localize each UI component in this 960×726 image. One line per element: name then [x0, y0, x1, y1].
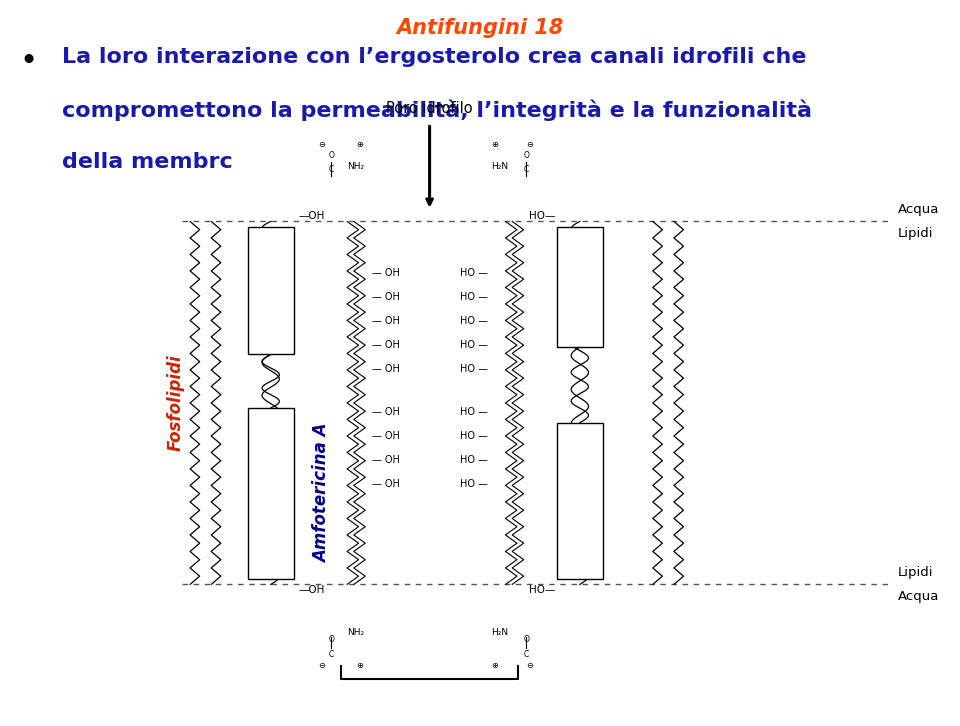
- Text: Acqua: Acqua: [898, 203, 939, 216]
- Text: ⊕: ⊕: [356, 140, 364, 149]
- Text: HO—: HO—: [529, 584, 555, 595]
- Text: ⊕: ⊕: [356, 661, 364, 669]
- Text: HO —: HO —: [460, 407, 488, 417]
- Text: Poro idrofilo: Poro idrofilo: [386, 101, 473, 116]
- Text: HO —: HO —: [460, 268, 488, 278]
- Text: Steroli: Steroli: [262, 274, 279, 336]
- Text: NH₂: NH₂: [347, 162, 364, 171]
- Bar: [557, 423, 603, 579]
- Text: — OH: — OH: [372, 292, 399, 302]
- Text: — OH: — OH: [372, 455, 399, 465]
- Text: NH₂: NH₂: [347, 628, 364, 637]
- Text: Acqua: Acqua: [898, 590, 939, 603]
- Text: H₂N: H₂N: [491, 628, 508, 637]
- Text: Antifungini 18: Antifungini 18: [396, 18, 564, 38]
- Text: compromettono la permeabilità, l’integrità e la funzionalità: compromettono la permeabilità, l’integri…: [62, 99, 812, 121]
- Text: HO —: HO —: [460, 364, 488, 374]
- Bar: [248, 408, 294, 579]
- Text: — OH: — OH: [372, 431, 399, 441]
- Text: della membrc: della membrc: [62, 152, 233, 172]
- Text: ⊕: ⊕: [491, 661, 498, 669]
- Text: — OH: — OH: [372, 407, 399, 417]
- Text: —OH: —OH: [299, 584, 324, 595]
- Text: HO—: HO—: [529, 211, 555, 221]
- Text: — OH: — OH: [372, 316, 399, 326]
- Bar: [248, 227, 294, 354]
- Text: HO —: HO —: [460, 455, 488, 465]
- Text: C: C: [328, 166, 334, 174]
- Text: O: O: [523, 151, 529, 160]
- Text: ⊖: ⊖: [318, 140, 325, 149]
- Text: •: •: [19, 47, 37, 76]
- Text: HO —: HO —: [460, 431, 488, 441]
- Text: O: O: [328, 151, 334, 160]
- Text: C: C: [523, 650, 529, 658]
- Text: HO —: HO —: [460, 292, 488, 302]
- Text: Lipidi: Lipidi: [898, 566, 933, 579]
- Text: C: C: [328, 650, 334, 658]
- Text: Amfotericina A: Amfotericina A: [313, 424, 330, 563]
- Text: —OH: —OH: [299, 211, 324, 221]
- Text: — OH: — OH: [372, 340, 399, 350]
- Text: ⊖: ⊖: [526, 661, 534, 669]
- Text: — OH: — OH: [372, 479, 399, 489]
- Text: — OH: — OH: [372, 268, 399, 278]
- Text: HO —: HO —: [460, 316, 488, 326]
- Text: O: O: [328, 635, 334, 644]
- Text: Fosfolipidi: Fosfolipidi: [167, 354, 184, 452]
- Text: Lipidi: Lipidi: [898, 227, 933, 240]
- Text: HO —: HO —: [460, 340, 488, 350]
- Text: H₂N: H₂N: [491, 162, 508, 171]
- Text: La loro interazione con l’ergosterolo crea canali idrofili che: La loro interazione con l’ergosterolo cr…: [62, 47, 807, 68]
- Bar: [557, 227, 603, 347]
- Text: ⊕: ⊕: [491, 140, 498, 149]
- Text: ⊖: ⊖: [318, 661, 325, 669]
- Text: HO —: HO —: [460, 479, 488, 489]
- Text: ⊖: ⊖: [526, 140, 534, 149]
- Text: O: O: [523, 635, 529, 644]
- Text: C: C: [523, 166, 529, 174]
- Text: — OH: — OH: [372, 364, 399, 374]
